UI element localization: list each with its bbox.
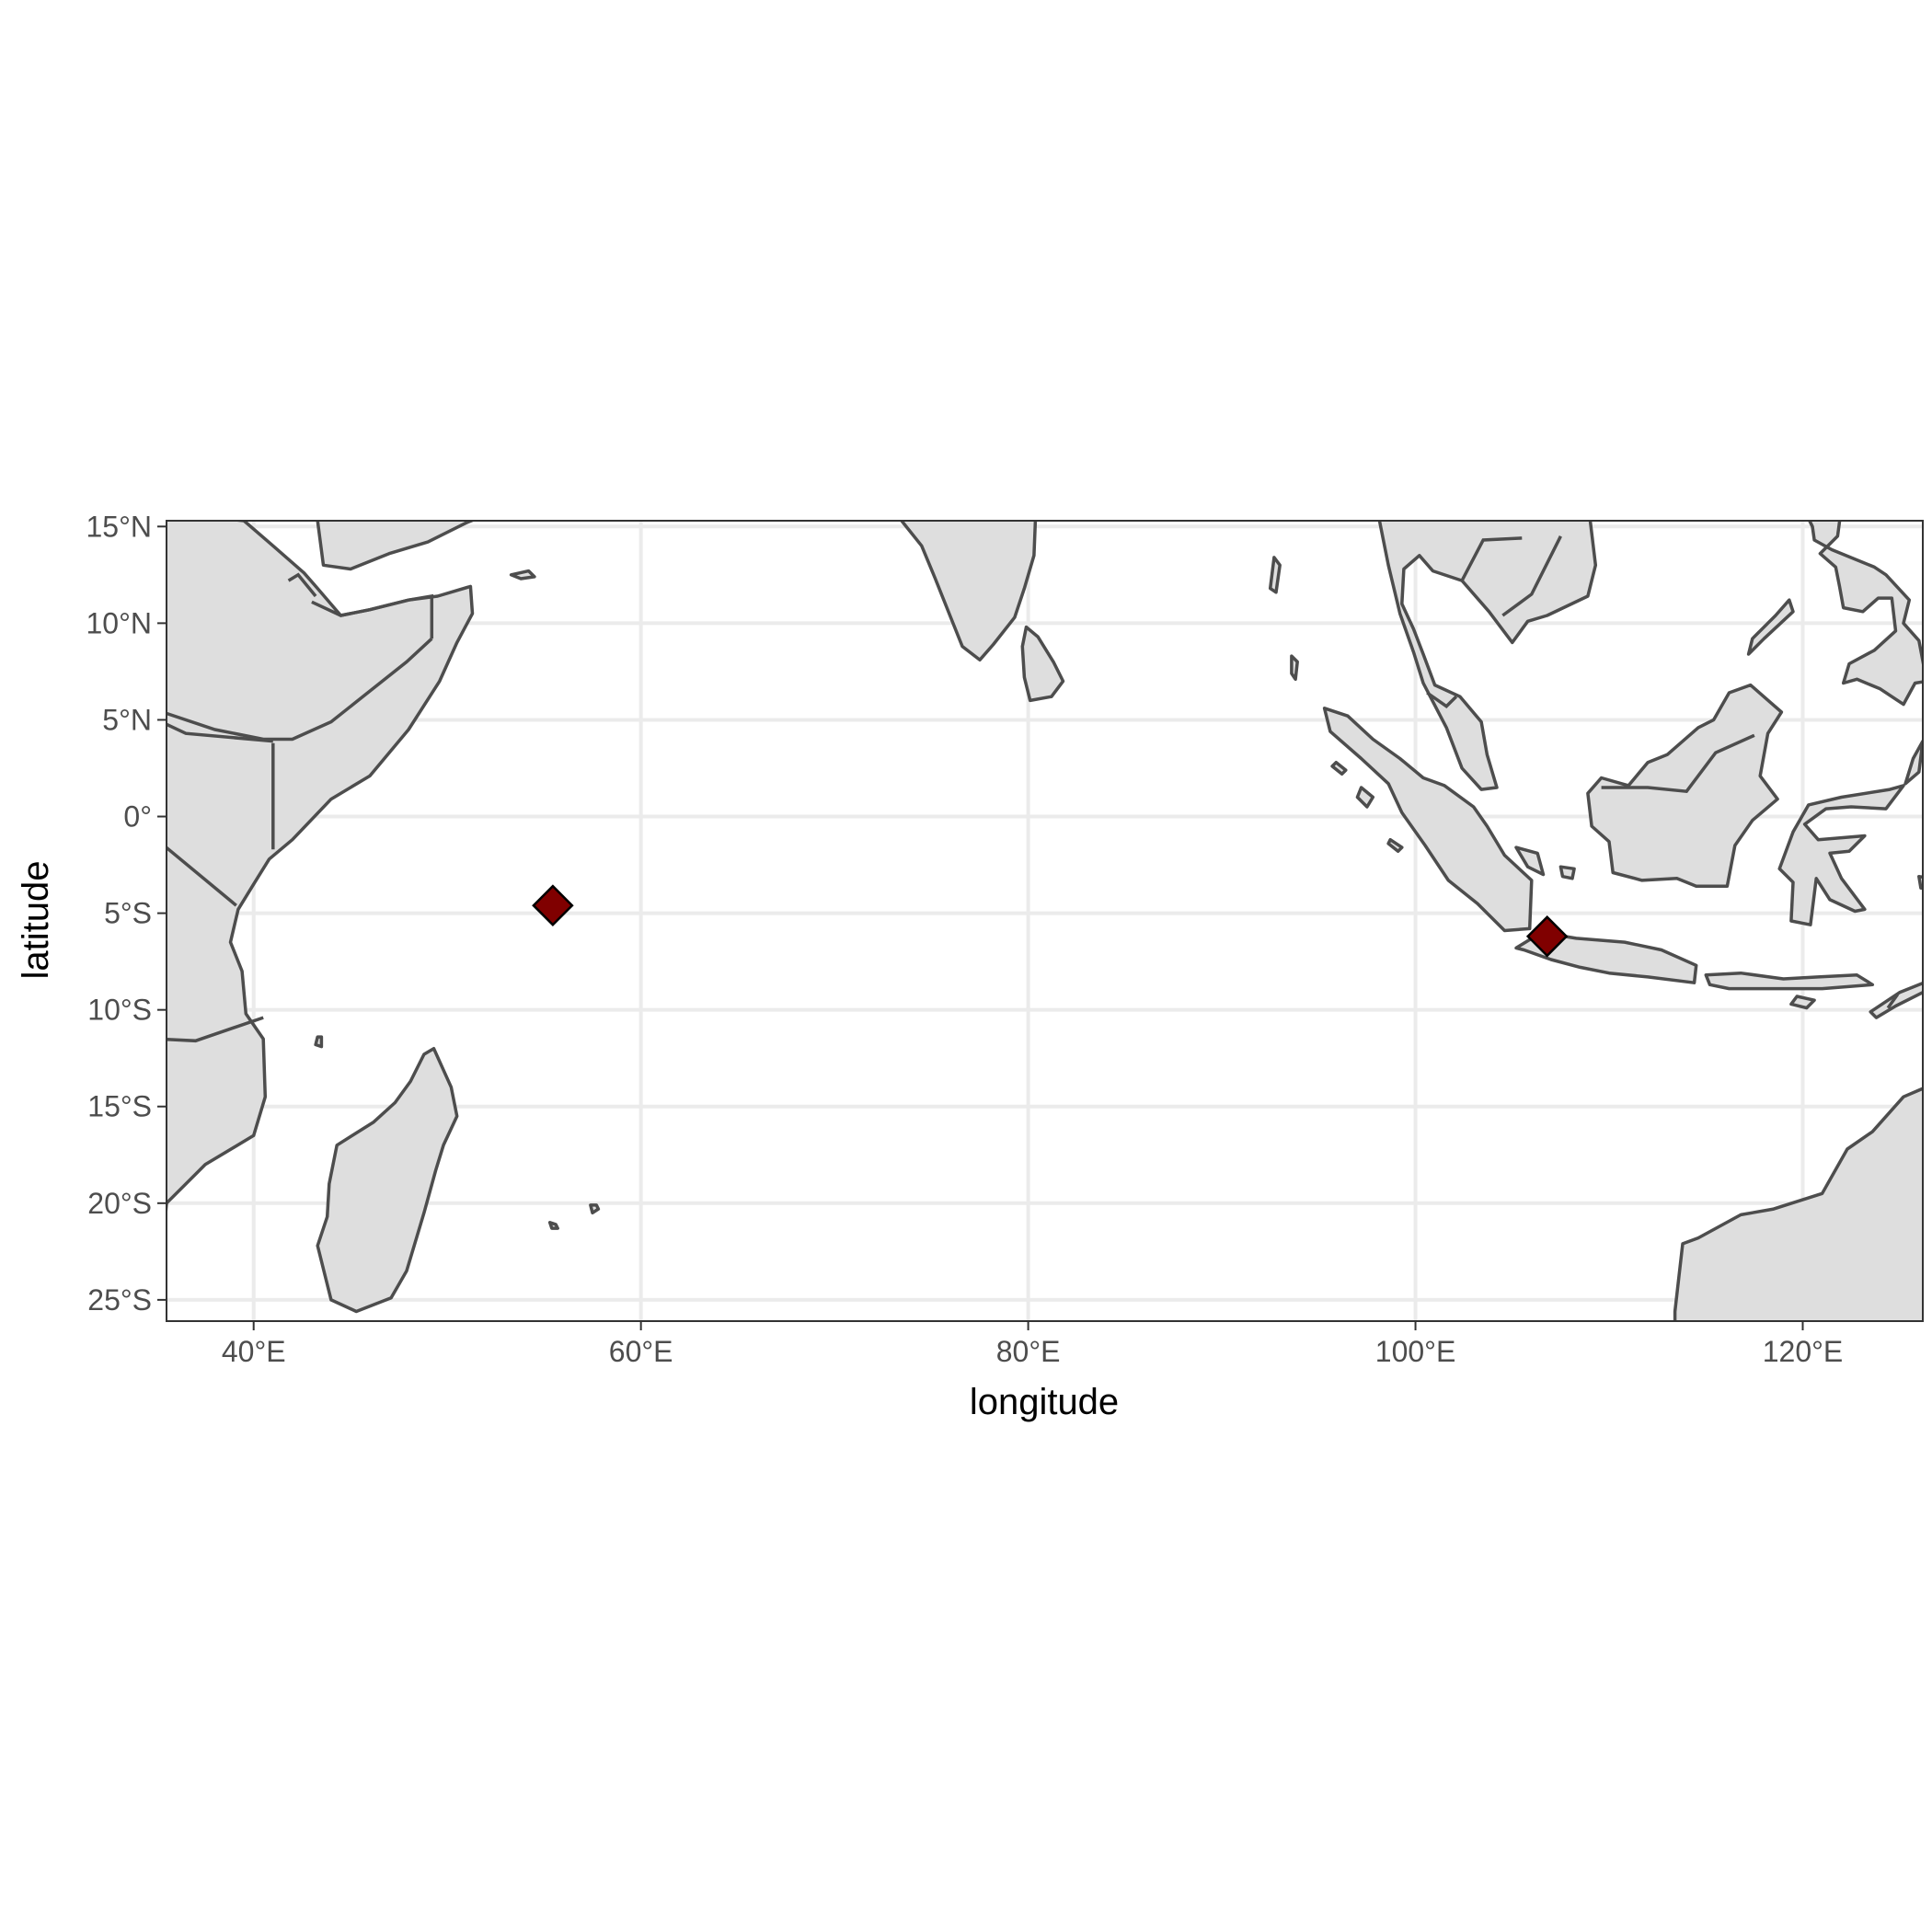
landmass-africa-horn: [167, 521, 475, 1223]
y-tick-label: 10°N: [86, 606, 153, 639]
landmass-nicobar: [1290, 654, 1299, 682]
x-tick-label: 80°E: [996, 1335, 1061, 1368]
border-ethiopia-kenya: [167, 722, 273, 743]
border-malaysia-thailand: [1426, 691, 1458, 708]
data-point-1: [532, 884, 574, 926]
point-layer: [532, 884, 1569, 958]
landmass-indochina: [1377, 521, 1598, 791]
y-tick-label: 10°S: [87, 994, 152, 1027]
landmass-madagascar: [316, 1046, 459, 1314]
landmass-nusa-tenggara: [1704, 971, 1875, 991]
border-cambodia-vietnam: [1501, 535, 1562, 617]
landmass-simeulue: [1330, 760, 1348, 776]
landmass-mindanao-east: [1903, 739, 1923, 786]
y-tick-label: 15°N: [86, 510, 153, 543]
y-tick-label: 5°N: [102, 703, 152, 736]
landmass-sumatra: [1322, 707, 1534, 933]
y-axis-title: latitude: [16, 861, 56, 980]
x-axis-title: longitude: [970, 1382, 1119, 1422]
data-point-2: [1525, 915, 1569, 958]
landmass-timor: [1869, 981, 1923, 1019]
landmass-siberut: [1386, 837, 1404, 854]
y-tick-label: 25°S: [87, 1283, 152, 1317]
border-somaliland: [311, 593, 434, 639]
border-djibouti: [287, 572, 317, 598]
landmass-sri-lanka: [1020, 625, 1065, 703]
land-layer: [167, 501, 1923, 1321]
landmass-philippines: [1807, 521, 1923, 707]
border-tanzania-mozambique: [167, 1016, 264, 1043]
landmass-flores-small: [1789, 995, 1816, 1010]
axis-ticks: 40°E 60°E 80°E 100°E 120°E 15°N 10°N 5°N 0° 5°S 10…: [86, 510, 1844, 1368]
landmass-borneo: [1586, 683, 1784, 888]
border-timor: [1886, 993, 1900, 1009]
border-thailand-cambodia: [1460, 536, 1523, 581]
x-tick-label: 120°E: [1763, 1335, 1844, 1368]
landmass-buru: [1917, 874, 1923, 891]
landmass-mauritius: [589, 1203, 601, 1215]
landmass-belitung: [1558, 865, 1576, 880]
landmass-andaman: [1268, 556, 1282, 594]
landmass-sulawesi: [1777, 784, 1905, 926]
landmass-india: [899, 521, 1038, 662]
y-tick-label: 0°: [123, 800, 152, 834]
x-tick-label: 60°E: [609, 1335, 673, 1368]
y-tick-label: 5°S: [104, 897, 152, 930]
landmass-comoros: [314, 1035, 324, 1049]
landmass-australia: [1673, 1087, 1923, 1321]
border-yemen-oman: [466, 501, 489, 507]
landmass-reunion: [547, 1221, 559, 1230]
x-tick-label: 40°E: [222, 1335, 286, 1368]
landmass-arabia: [316, 521, 477, 571]
landmass-bangka: [1514, 845, 1546, 877]
y-tick-label: 20°S: [87, 1187, 152, 1220]
landmass-java: [1514, 930, 1698, 984]
border-kenya-tanzania: [167, 845, 237, 907]
border-ethiopia-somalia: [167, 637, 433, 742]
y-tick-label: 15°S: [87, 1090, 152, 1123]
border-borneo: [1601, 733, 1755, 794]
landmass-palawan: [1746, 598, 1795, 656]
panel-border: [166, 520, 1924, 1322]
landmass-socotra: [509, 569, 536, 581]
x-tick-label: 100°E: [1375, 1335, 1456, 1368]
landmass-nias: [1355, 786, 1375, 809]
